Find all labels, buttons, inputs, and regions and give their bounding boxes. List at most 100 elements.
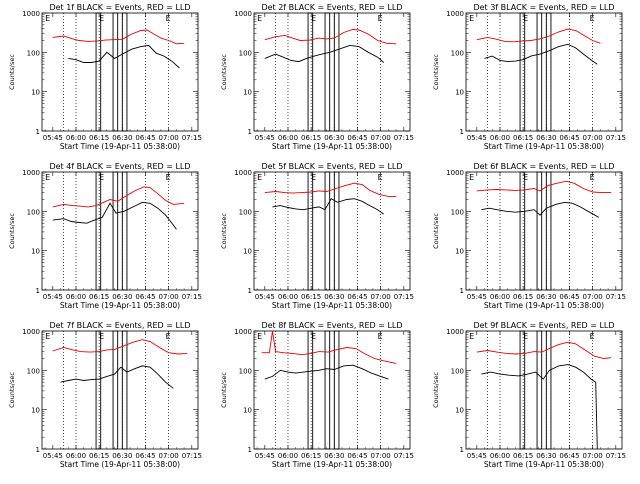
y-tick-label: 10 [455, 248, 464, 256]
x-axis-label: Start Time (19-Apr-11 05:38:00) [60, 460, 180, 469]
panel-title: Det 2f BLACK = Events, RED = LLD [261, 3, 402, 12]
y-tick-label: 10 [455, 407, 464, 415]
panel-title: Det 8f BLACK = Events, RED = LLD [261, 321, 402, 330]
x-tick-label: 07:00 [371, 293, 391, 301]
event-band [95, 330, 102, 450]
panel-5: Det 5f BLACK = Events, RED = LLD Counts/s… [220, 162, 414, 310]
x-tick-label: 05:45 [467, 134, 487, 142]
annotation-label: E [166, 173, 171, 182]
y-tick-label: 1000 [234, 169, 252, 177]
y-axis-label: Counts/sec [8, 213, 16, 249]
event-band [333, 330, 340, 450]
y-tick-label: 1000 [234, 328, 252, 336]
panel-2: Det 2f BLACK = Events, RED = LLD Counts/s… [220, 3, 414, 151]
event-band [545, 12, 552, 132]
plot-frame [253, 12, 411, 132]
y-tick-label: 100 [27, 208, 40, 216]
event-band [333, 12, 340, 132]
x-tick-label: 05:45 [467, 452, 487, 460]
annotation-label: E [378, 14, 383, 23]
panel-title: Det 5f BLACK = Events, RED = LLD [261, 162, 402, 171]
annotation-label: E [378, 332, 383, 341]
panel-6: Det 6f BLACK = Events, RED = LLD Counts/s… [432, 162, 626, 310]
x-tick-label: 06:45 [347, 452, 367, 460]
x-tick-label: 06:15 [513, 293, 533, 301]
annotation-label: E [257, 14, 262, 23]
x-tick-label: 06:00 [66, 452, 86, 460]
x-tick-label: 06:00 [278, 452, 298, 460]
x-tick-label: 06:30 [112, 293, 132, 301]
event-band [324, 330, 331, 450]
y-tick-label: 100 [27, 49, 40, 57]
event-band [112, 330, 119, 450]
x-tick-label: 05:45 [255, 452, 275, 460]
lld-series-line [476, 180, 612, 194]
annotation-label: E [311, 173, 316, 182]
x-tick-label: 06:00 [278, 293, 298, 301]
y-tick-label: 1000 [446, 328, 464, 336]
annotation-label: E [166, 332, 171, 341]
x-tick-label: 07:15 [182, 293, 202, 301]
annotation-label: E [99, 332, 104, 341]
annotation-label: E [45, 332, 50, 341]
lld-series-line [52, 29, 185, 45]
x-tick-label: 06:00 [278, 134, 298, 142]
event-band [536, 330, 543, 450]
y-tick-label: 1000 [22, 10, 40, 18]
x-tick-label: 05:45 [255, 134, 275, 142]
x-axis-label: Start Time (19-Apr-11 05:38:00) [272, 142, 392, 151]
panel-title: Det 4f BLACK = Events, RED = LLD [49, 162, 190, 171]
panel-8: Det 8f BLACK = Events, RED = LLD Counts/s… [220, 321, 414, 469]
x-tick-label: 06:45 [135, 293, 155, 301]
y-axis-label: Counts/sec [432, 54, 440, 90]
x-tick-label: 07:00 [371, 452, 391, 460]
annotation-label: E [257, 332, 262, 341]
annotation-label: E [590, 14, 595, 23]
event-band [112, 12, 119, 132]
x-tick-label: 06:45 [559, 134, 579, 142]
x-tick-label: 07:00 [583, 134, 603, 142]
annotation-label: E [469, 14, 474, 23]
panel-title: Det 3f BLACK = Events, RED = LLD [473, 3, 614, 12]
panel-3: Det 3f BLACK = Events, RED = LLD Counts/s… [432, 3, 626, 151]
x-tick-label: 06:30 [324, 452, 344, 460]
x-axis-label: Start Time (19-Apr-11 05:38:00) [60, 301, 180, 310]
y-tick-label: 1 [248, 128, 252, 136]
event-band [121, 330, 128, 450]
events-series-line [484, 43, 598, 65]
annotation-label: E [257, 173, 262, 182]
x-tick-label: 06:00 [490, 293, 510, 301]
y-tick-label: 1000 [446, 10, 464, 18]
x-tick-label: 06:30 [324, 293, 344, 301]
plot-frame [41, 171, 199, 291]
x-tick-label: 07:15 [606, 293, 626, 301]
lld-series-line [52, 339, 188, 355]
annotation-label: E [166, 14, 171, 23]
plot-frame [465, 330, 623, 450]
x-tick-label: 06:45 [559, 452, 579, 460]
events-series-line [481, 364, 598, 450]
event-band [333, 171, 340, 291]
event-band [307, 171, 314, 291]
annotation-label: E [45, 173, 50, 182]
plot-frame [253, 330, 411, 450]
y-tick-label: 1 [248, 446, 252, 454]
panel-4: Det 4f BLACK = Events, RED = LLD Counts/s… [8, 162, 202, 310]
annotation-label: E [469, 332, 474, 341]
event-band [307, 330, 314, 450]
event-band [519, 330, 526, 450]
annotation-label: E [590, 173, 595, 182]
panel-9: Det 9f BLACK = Events, RED = LLD Counts/s… [432, 321, 626, 469]
y-tick-label: 10 [243, 248, 252, 256]
y-tick-label: 1000 [446, 169, 464, 177]
events-series-line [264, 44, 384, 63]
x-tick-label: 06:15 [301, 293, 321, 301]
x-tick-label: 05:45 [255, 293, 275, 301]
y-tick-label: 10 [31, 407, 40, 415]
event-band [112, 171, 119, 291]
annotation-label: E [590, 332, 595, 341]
x-tick-label: 06:00 [490, 452, 510, 460]
x-tick-label: 06:00 [66, 134, 86, 142]
